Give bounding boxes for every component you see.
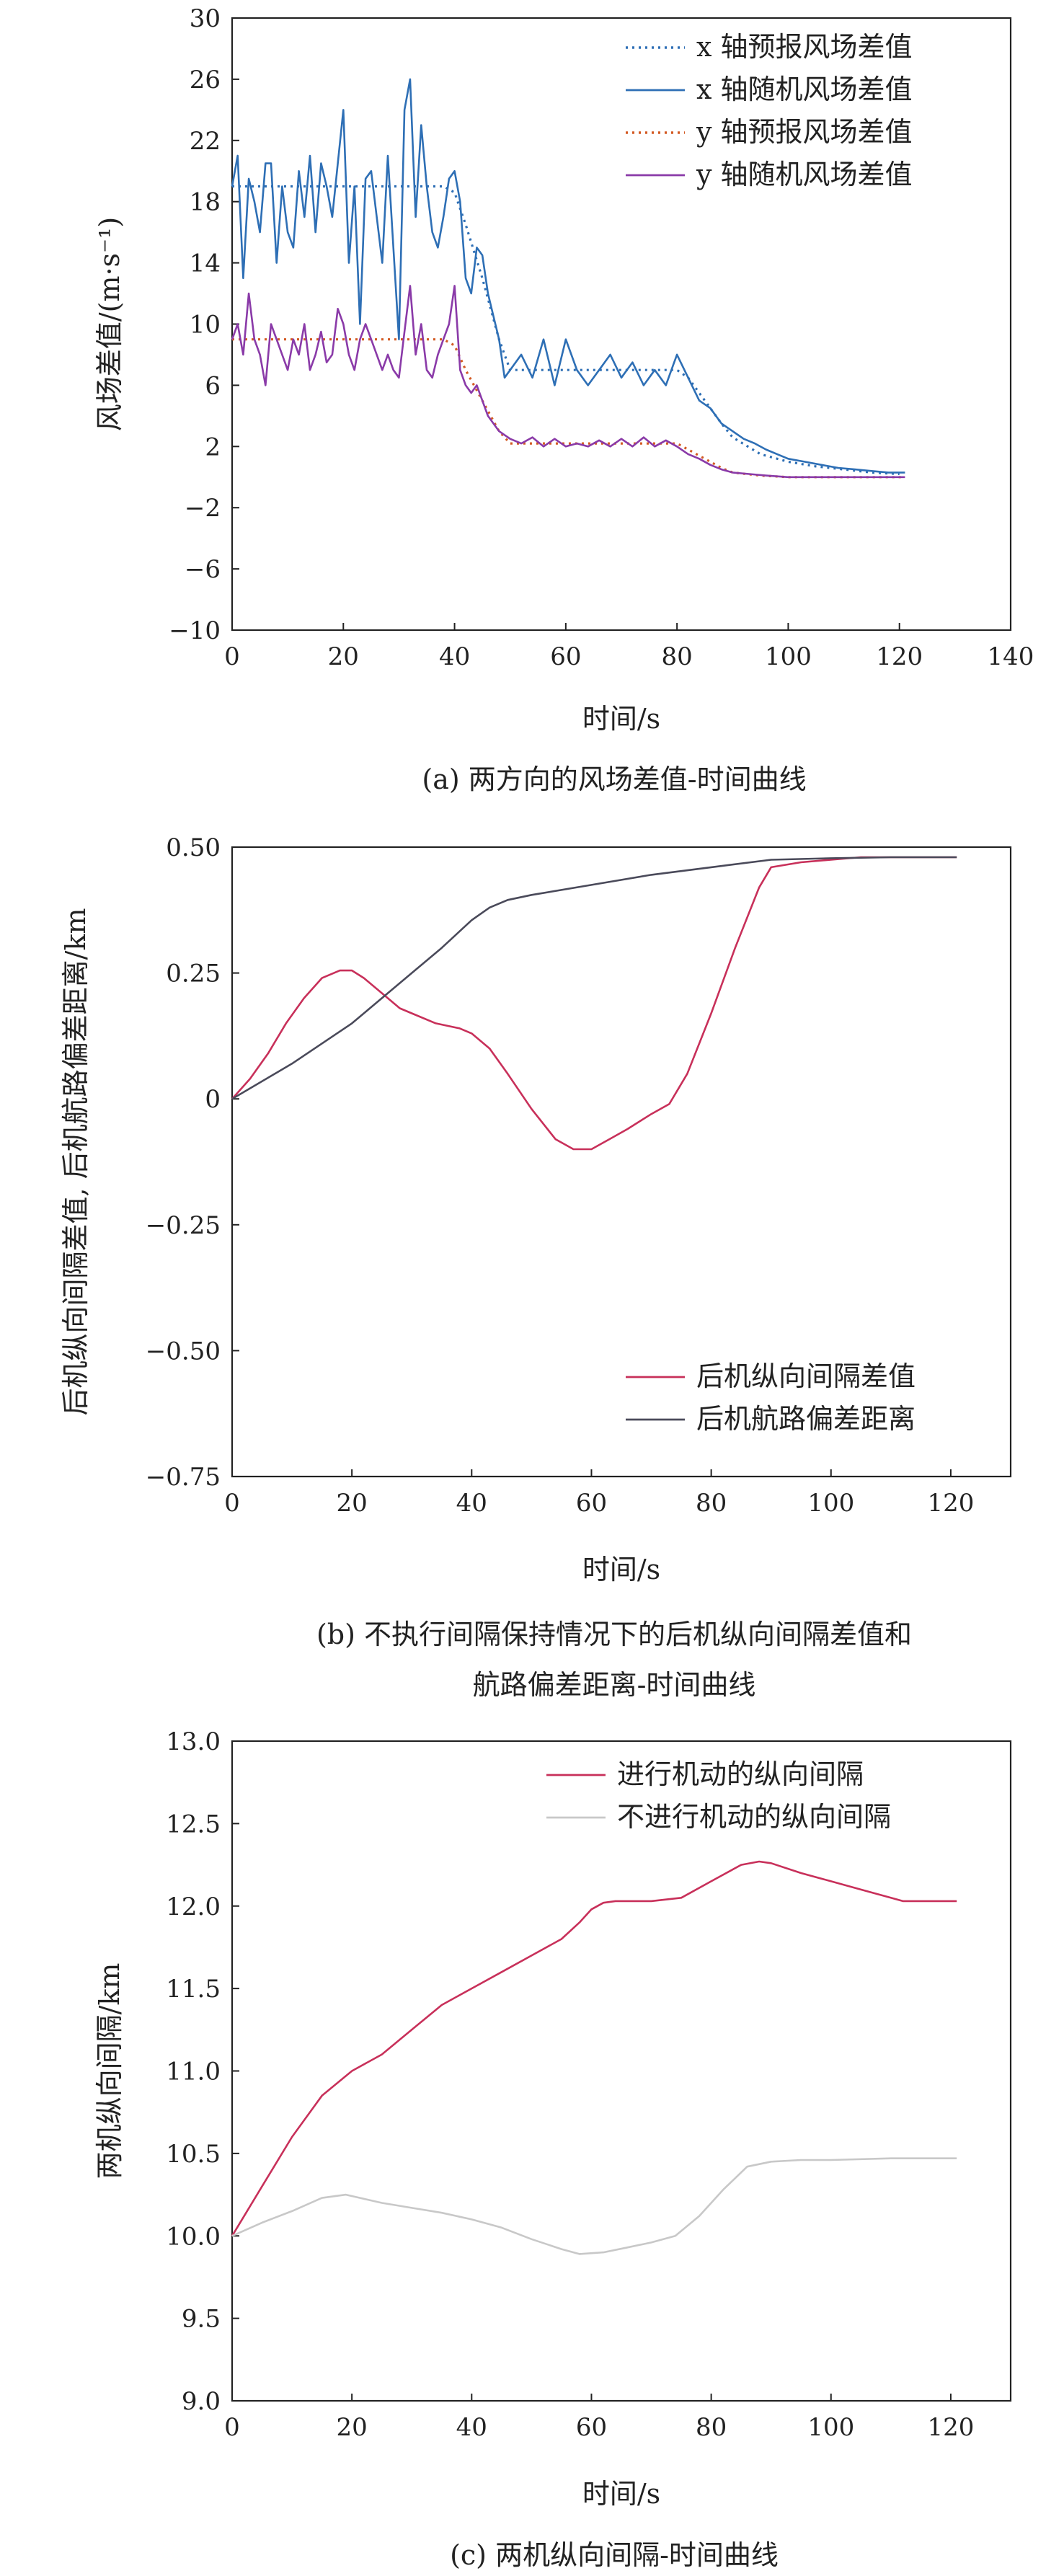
y-tick-label: −6 <box>185 555 221 584</box>
y-tick-label: 10.5 <box>166 2140 221 2169</box>
series-line-4 <box>231 285 905 479</box>
legend-entry: 进行机动的纵向间隔 <box>617 1758 864 1790</box>
y-tick-label: −0.75 <box>146 1463 221 1492</box>
y-tick-label: 9.5 <box>182 2305 221 2334</box>
chart-caption-line: (b) 不执行间隔保持情况下的后机纵向间隔差值和 <box>316 1619 912 1650</box>
legend-entry: y 轴预报风场差值 <box>696 116 913 148</box>
series-line-2 <box>231 2157 957 2255</box>
x-tick-label: 100 <box>807 1489 854 1518</box>
x-tick-label: 20 <box>337 1489 368 1518</box>
y-tick-label: 13.0 <box>166 1727 221 1756</box>
y-tick-label: 0 <box>205 1085 221 1114</box>
y-tick-label: 6 <box>205 371 221 400</box>
legend: x 轴预报风场差值 x 轴随机风场差值 y 轴预报风场差值 y 轴随机风场差值 <box>626 31 913 190</box>
x-tick-label: 60 <box>576 1489 607 1518</box>
x-tick-label: 0 <box>224 2413 240 2442</box>
x-tick-label: 80 <box>696 1489 727 1518</box>
x-tick-label: 20 <box>337 2413 368 2442</box>
legend-entry: y 轴随机风场差值 <box>696 159 913 190</box>
x-axis-label: 时间/s <box>582 703 660 735</box>
y-tick-label: 2 <box>205 433 221 461</box>
y-tick-label: 9.0 <box>182 2387 221 2416</box>
y-tick-label: 30 <box>190 4 221 33</box>
x-tick-label: 20 <box>328 642 359 671</box>
x-tick-label: 40 <box>456 2413 487 2442</box>
series-line-1 <box>231 856 957 1151</box>
y-tick-label: 14 <box>190 249 221 278</box>
y-tick-label: −10 <box>169 616 221 645</box>
chart-panel-a: 0 20 40 60 80 100 120 140−10−6−226101418222630时… <box>94 4 1034 795</box>
x-axis-label: 时间/s <box>582 2478 660 2510</box>
y-tick-label: 22 <box>190 127 221 156</box>
x-tick-label: 120 <box>927 2413 974 2442</box>
chart-caption: (a) 两方向的风场差值-时间曲线 <box>422 763 806 795</box>
y-tick-label: −0.25 <box>146 1211 221 1240</box>
x-tick-label: 80 <box>696 2413 727 2442</box>
y-tick-label: 12.0 <box>166 1893 221 1921</box>
y-axis-label: 风场差值/(m·s⁻¹) <box>94 217 125 431</box>
y-tick-label: 26 <box>190 66 221 94</box>
y-tick-label: 12.5 <box>166 1810 221 1838</box>
legend-entry: x 轴预报风场差值 <box>696 31 913 63</box>
chart-caption: (c) 两机纵向间隔-时间曲线 <box>450 2539 779 2571</box>
x-tick-label: 0 <box>224 1489 240 1518</box>
chart-panel-c: 0 20 40 60 80 100 120 9.0 9.5 10.0 10.5 11.0 11.5 12.… <box>94 1727 1012 2571</box>
x-tick-label: 80 <box>662 642 693 671</box>
y-tick-label: 10 <box>190 311 221 340</box>
y-tick-label: −0.50 <box>146 1337 221 1366</box>
x-axis-label: 时间/s <box>582 1554 660 1585</box>
series-line-2 <box>231 856 957 1100</box>
series-line-1 <box>231 1860 957 2236</box>
y-tick-label: −2 <box>185 494 221 523</box>
x-tick-label: 100 <box>807 2413 854 2442</box>
legend-entry: x 轴随机风场差值 <box>696 74 913 105</box>
x-tick-label: 140 <box>988 642 1034 671</box>
y-tick-label: 11.0 <box>166 2058 221 2086</box>
legend-entry: 后机纵向间隔差值 <box>696 1360 916 1392</box>
x-tick-label: 120 <box>876 642 923 671</box>
x-tick-label: 60 <box>576 2413 607 2442</box>
y-tick-label: 18 <box>190 188 221 217</box>
y-axis-label: 两机纵向间隔/km <box>94 1963 125 2179</box>
chart-caption-line: 航路偏差距离-时间曲线 <box>473 1669 756 1701</box>
legend-entry: 不进行机动的纵向间隔 <box>617 1801 891 1833</box>
x-tick-label: 60 <box>550 642 581 671</box>
x-tick-label: 40 <box>456 1489 487 1518</box>
x-tick-label: 0 <box>224 642 240 671</box>
plot-frame <box>231 846 1012 1478</box>
x-tick-label: 120 <box>927 1489 974 1518</box>
y-tick-label: 11.5 <box>166 1975 221 2004</box>
series-line-2 <box>231 78 905 474</box>
x-tick-label: 40 <box>439 642 470 671</box>
chart-panel-b: 0 20 40 60 80 100 120 −0.75 −0.50 −0.25 0 0.25 0.50 时… <box>60 833 1012 1701</box>
series-line-3 <box>232 338 905 479</box>
y-axis-label: 后机纵向间隔差值, 后机航路偏差距离/km <box>60 908 92 1415</box>
y-tick-label: 0.50 <box>166 833 221 862</box>
series-line-1 <box>232 185 900 476</box>
y-tick-label: 10.0 <box>166 2222 221 2251</box>
x-tick-label: 100 <box>765 642 812 671</box>
plot-frame <box>231 1740 1012 2402</box>
y-tick-label: 0.25 <box>166 960 221 988</box>
legend-entry: 后机航路偏差距离 <box>696 1403 916 1435</box>
plot-frame <box>231 17 1012 632</box>
